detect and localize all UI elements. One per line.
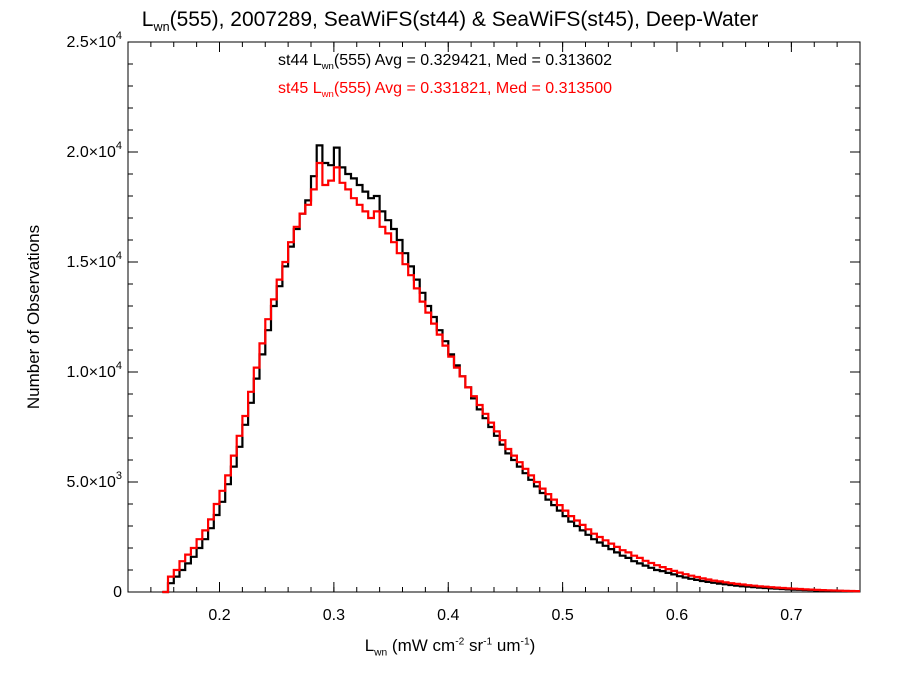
- xlabel-unit-mid-1: sr: [464, 636, 484, 655]
- xlabel-sup-3: -1: [520, 636, 530, 648]
- y-tick-mantissa: 5.0×10: [66, 474, 115, 491]
- y-tick-exponent: 4: [116, 30, 122, 42]
- y-tick-exponent: 4: [116, 140, 122, 152]
- stat-st44-subscript: wn: [321, 61, 334, 73]
- xlabel-sup-2: -1: [483, 636, 493, 648]
- y-tick-mantissa: 1.5×10: [66, 254, 115, 271]
- xlabel-unit-start: (mW cm: [387, 636, 456, 655]
- xlabel-unit-mid-2: um: [492, 636, 521, 655]
- y-tick-label: 2.0×104: [66, 140, 122, 161]
- stat-st45-subscript: wn: [321, 89, 334, 101]
- xlabel-unit-end: ): [529, 636, 536, 655]
- y-tick-label: 0: [113, 584, 122, 601]
- xlabel-sup-1: -2: [455, 636, 465, 648]
- y-tick-exponent: 4: [116, 250, 122, 262]
- y-tick-label: 2.5×104: [66, 30, 122, 51]
- histogram-series-st44: [162, 144, 860, 594]
- y-tick-mantissa: 2.5×10: [66, 34, 115, 51]
- chart-title: Lwn(555), 2007289, SeaWiFS(st44) & SeaWi…: [0, 8, 900, 35]
- y-tick-mantissa: 0: [113, 584, 122, 601]
- x-tick-label: 0.4: [437, 607, 459, 624]
- y-tick-exponent: 3: [116, 470, 122, 482]
- stat-st45-prefix: st45 L: [278, 80, 322, 97]
- histogram-series-st45: [162, 161, 860, 594]
- xlabel-main: L: [364, 636, 375, 655]
- y-tick-mantissa: 1.0×10: [66, 364, 115, 381]
- y-tick-mantissa: 2.0×10: [66, 144, 115, 161]
- xlabel-subscript: wn: [374, 647, 388, 659]
- plot-frame: [127, 41, 861, 593]
- y-axis-label: Number of Observations: [24, 224, 43, 410]
- x-axis-label: Lwn (mW cm-2 sr-1 um-1): [0, 636, 900, 659]
- title-suffix: (555), 2007289, SeaWiFS(st44) & SeaWiFS(…: [169, 8, 759, 31]
- stat-line-st45: st45 Lwn(555) Avg = 0.331821, Med = 0.31…: [278, 80, 613, 101]
- y-tick-label: 5.0×103: [66, 470, 122, 491]
- x-tick-label: 0.2: [208, 607, 230, 624]
- y-tick-label: 1.0×104: [66, 360, 122, 381]
- stat-line-st44: st44 Lwn(555) Avg = 0.329421, Med = 0.31…: [278, 52, 613, 73]
- title-prefix: L: [141, 8, 154, 31]
- x-tick-label: 0.5: [552, 607, 574, 624]
- x-tick-label: 0.6: [666, 607, 688, 624]
- y-tick-label: 1.5×104: [66, 250, 122, 271]
- x-tick-label: 0.7: [780, 607, 802, 624]
- y-tick-exponent: 4: [116, 360, 122, 372]
- stat-st44-suffix: (555) Avg = 0.329421, Med = 0.313602: [333, 52, 613, 69]
- stat-st45-suffix: (555) Avg = 0.331821, Med = 0.313500: [333, 80, 613, 97]
- stat-st44-prefix: st44 L: [278, 52, 322, 69]
- title-subscript: wn: [153, 20, 170, 35]
- x-tick-label: 0.3: [323, 607, 345, 624]
